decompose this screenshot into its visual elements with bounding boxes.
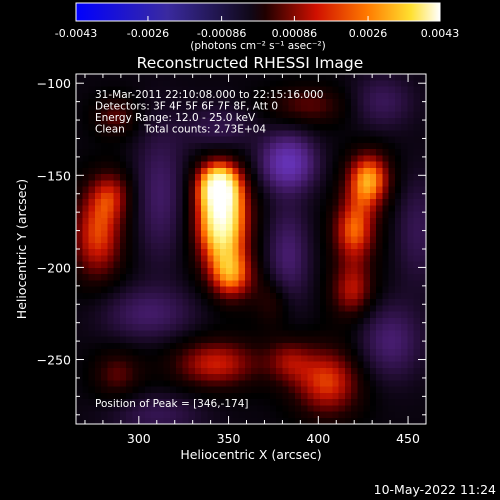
colorbar-tick-label: 0.00086 <box>272 27 318 40</box>
colorbar-tick-label: -0.0026 <box>127 27 169 40</box>
y-axis-label: Heliocentric Y (arcsec) <box>14 179 29 319</box>
colorbar-ticks: -0.0043 -0.0026 -0.00086 0.00086 0.0026 0.004… <box>55 16 459 40</box>
x-tick-label: 300 <box>127 431 151 446</box>
chart-title: Reconstructed RHESSI Image <box>137 54 364 72</box>
colorbar <box>75 2 441 22</box>
y-tick-label: −250 <box>37 353 71 368</box>
peak-position: Position of Peak = [346,-174] <box>95 398 249 410</box>
x-tick-label: 450 <box>396 431 420 446</box>
axes: 300 350 400 450 −100 −150 −200 −250 <box>37 74 427 446</box>
colorbar-tick-label: 0.0043 <box>421 27 460 40</box>
info-energy: Energy Range: 12.0 - 25.0 keV <box>95 112 256 124</box>
info-clean: Clean <box>95 124 125 136</box>
colorbar-tick-label: 0.0026 <box>349 27 388 40</box>
x-tick-label: 400 <box>306 431 330 446</box>
y-tick-label: −100 <box>37 76 71 91</box>
info-time: 31-Mar-2011 22:10:08.000 to 22:15:16.000 <box>95 89 323 101</box>
colorbar-tick-label: -0.00086 <box>197 27 246 40</box>
colorbar-unit-label: (photons cm⁻² s⁻¹ asec⁻²) <box>190 40 325 52</box>
y-tick-label: −200 <box>37 260 71 275</box>
x-tick-label: 350 <box>217 431 241 446</box>
footer-date: 10-May-2022 11:24 <box>374 482 496 497</box>
heatmap-image <box>76 74 426 424</box>
colorbar-tick-label: -0.0043 <box>55 27 97 40</box>
info-detectors: Detectors: 3F 4F 5F 6F 7F 8F, Att 0 <box>95 101 278 113</box>
x-axis-label: Heliocentric X (arcsec) <box>180 447 321 462</box>
info-counts: Total counts: 2.73E+04 <box>143 124 266 136</box>
y-tick-label: −150 <box>37 168 71 183</box>
